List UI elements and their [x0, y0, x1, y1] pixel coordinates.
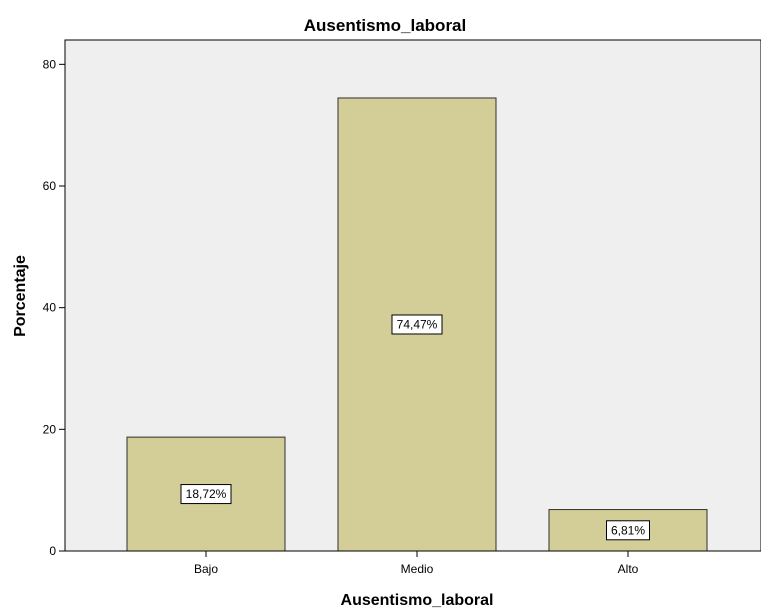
y-axis: 0 20 40 60 80: [43, 40, 66, 558]
data-label-box: [391, 314, 443, 335]
data-label: 6,81%: [611, 523, 645, 537]
data-label-box: [606, 520, 650, 541]
y-tick-label: 40: [43, 301, 57, 315]
y-axis-label: Porcentaje: [12, 255, 29, 337]
x-axis: Bajo Medio Alto: [65, 550, 761, 576]
data-label-box: [180, 484, 232, 505]
y-tick-label: 20: [43, 422, 57, 436]
x-tick-label-alto: Alto: [618, 562, 639, 576]
x-tick-label-bajo: Bajo: [194, 562, 218, 576]
y-tick-label: 0: [49, 544, 56, 558]
y-tick-label: 80: [43, 57, 57, 71]
data-label: 74,47%: [397, 317, 438, 331]
chart-title: Ausentismo_laboral: [304, 16, 467, 35]
x-tick-label-medio: Medio: [401, 562, 434, 576]
y-tick-label: 60: [43, 179, 57, 193]
data-label: 18,72%: [186, 487, 227, 501]
bars-group: 18,72% 74,47% 6,81%: [126, 97, 708, 552]
x-axis-label: Ausentismo_laboral: [341, 592, 494, 609]
